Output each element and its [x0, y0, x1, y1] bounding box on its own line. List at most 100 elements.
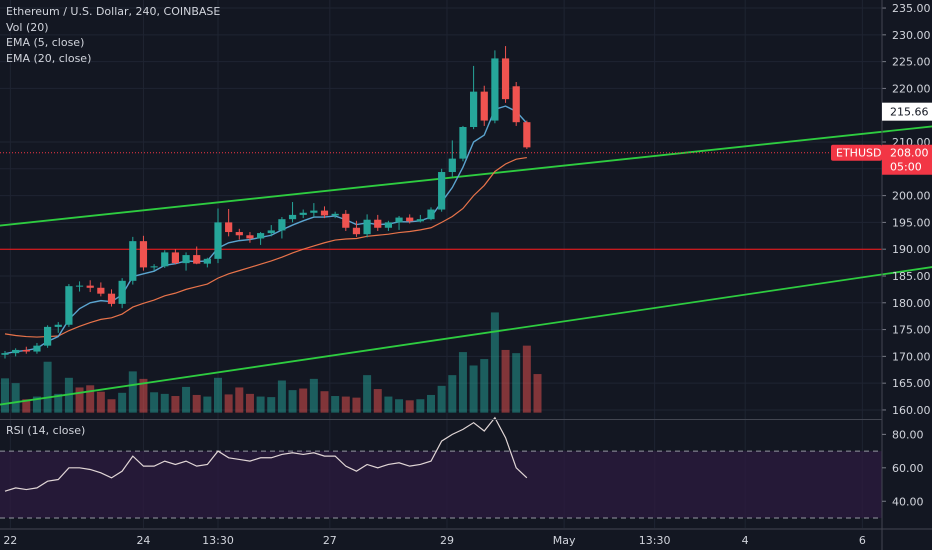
volume-bar	[384, 396, 393, 413]
volume-bar	[139, 378, 148, 413]
rsi-legend: RSI (14, close)	[6, 424, 86, 437]
volume-bar	[96, 391, 105, 413]
candle	[320, 206, 329, 219]
candle-body	[161, 252, 169, 267]
candle	[395, 215, 403, 230]
rsi-tick-label: 80.00	[892, 428, 924, 441]
candle	[363, 214, 371, 238]
price-tick-label: 160.00	[892, 404, 931, 417]
candle	[523, 120, 531, 149]
candle-body	[1, 353, 9, 355]
volume-bar	[118, 392, 127, 413]
volume-bar	[267, 397, 276, 413]
candle-body	[512, 86, 520, 123]
volume-bar	[373, 389, 382, 413]
candle	[512, 81, 520, 126]
candle-body	[139, 241, 148, 268]
rsi-tick-label: 40.00	[892, 495, 924, 508]
chart-legend: Ethereum / U.S. Dollar, 240, COINBASE Vo…	[6, 4, 220, 66]
candle	[438, 168, 446, 212]
candle-body	[182, 255, 190, 264]
candle	[86, 280, 94, 293]
candle	[235, 228, 243, 240]
candle	[150, 264, 158, 271]
candle	[225, 209, 233, 237]
candle	[299, 209, 307, 219]
candle-body	[235, 232, 243, 236]
price-tick-label: 230.00	[892, 29, 931, 42]
volume-bar	[256, 396, 265, 413]
time-tick-label: 29	[440, 534, 454, 547]
volume-bar	[341, 396, 350, 413]
ema5-legend: EMA (5, close)	[6, 36, 85, 49]
volume-bar	[469, 365, 478, 413]
candle	[331, 211, 339, 219]
candle-body	[97, 287, 105, 294]
volume-bar	[43, 361, 52, 413]
candle	[470, 65, 478, 130]
candle-body	[75, 285, 84, 287]
volume-bar	[171, 396, 180, 413]
volume-bar	[363, 375, 372, 413]
rsi-pane[interactable]	[0, 416, 882, 519]
volume-bar	[32, 396, 41, 413]
crosshair-price-tag: 215.66	[882, 102, 932, 121]
candle	[171, 249, 179, 265]
candle-body	[342, 213, 350, 228]
candle-body	[129, 241, 137, 281]
volume-bar	[54, 393, 63, 413]
vol-legend: Vol (20)	[6, 20, 49, 34]
time-tick-label: 13:30	[202, 534, 234, 547]
price-tag-label: 208.00	[890, 147, 929, 160]
time-tick-label: 6	[859, 534, 866, 547]
candle-body	[107, 293, 116, 304]
volume-bar	[533, 374, 542, 413]
volume-bar	[309, 378, 318, 413]
volume-bar	[480, 359, 489, 413]
candle	[129, 236, 137, 285]
volume-bar	[86, 385, 95, 413]
candle	[214, 208, 222, 264]
price-tick-label: 185.00	[892, 270, 931, 283]
candle	[342, 210, 350, 231]
candle	[107, 289, 116, 307]
volume-bar	[331, 396, 340, 413]
countdown-tag-label: 05:00	[890, 161, 922, 174]
candle-body	[65, 286, 73, 325]
candle-body	[363, 219, 371, 235]
volume-bar	[128, 371, 137, 413]
candle-body	[267, 230, 275, 234]
volume-bar	[299, 388, 308, 413]
volume-bar	[245, 393, 254, 413]
candle	[139, 235, 148, 271]
candle	[65, 284, 73, 327]
time-tick-label: 24	[136, 534, 150, 547]
candle-body	[406, 217, 414, 222]
volume-bar	[416, 399, 425, 413]
volume-bar	[320, 391, 329, 413]
candle-body	[171, 252, 179, 264]
rsi-tick-label: 60.00	[892, 462, 924, 475]
price-tick-label: 235.00	[892, 2, 931, 15]
candle	[161, 250, 169, 268]
volume-bar	[160, 393, 169, 413]
candle-body	[44, 326, 52, 346]
candle-body	[278, 219, 286, 231]
candle-body	[374, 219, 382, 228]
candle-body	[320, 210, 329, 216]
price-tag-bg	[882, 144, 932, 175]
volume-bar	[458, 352, 467, 413]
candle-body	[193, 255, 201, 264]
volume-bar	[235, 387, 244, 413]
candle-body	[257, 233, 265, 239]
candle-body	[448, 158, 456, 173]
crosshair-tag-bg	[882, 102, 932, 121]
price-tick-label: 175.00	[892, 324, 931, 337]
candle	[1, 351, 9, 359]
candle	[288, 202, 297, 223]
volume-bar	[150, 392, 159, 413]
candle-body	[33, 345, 41, 352]
candle-body	[203, 258, 211, 264]
